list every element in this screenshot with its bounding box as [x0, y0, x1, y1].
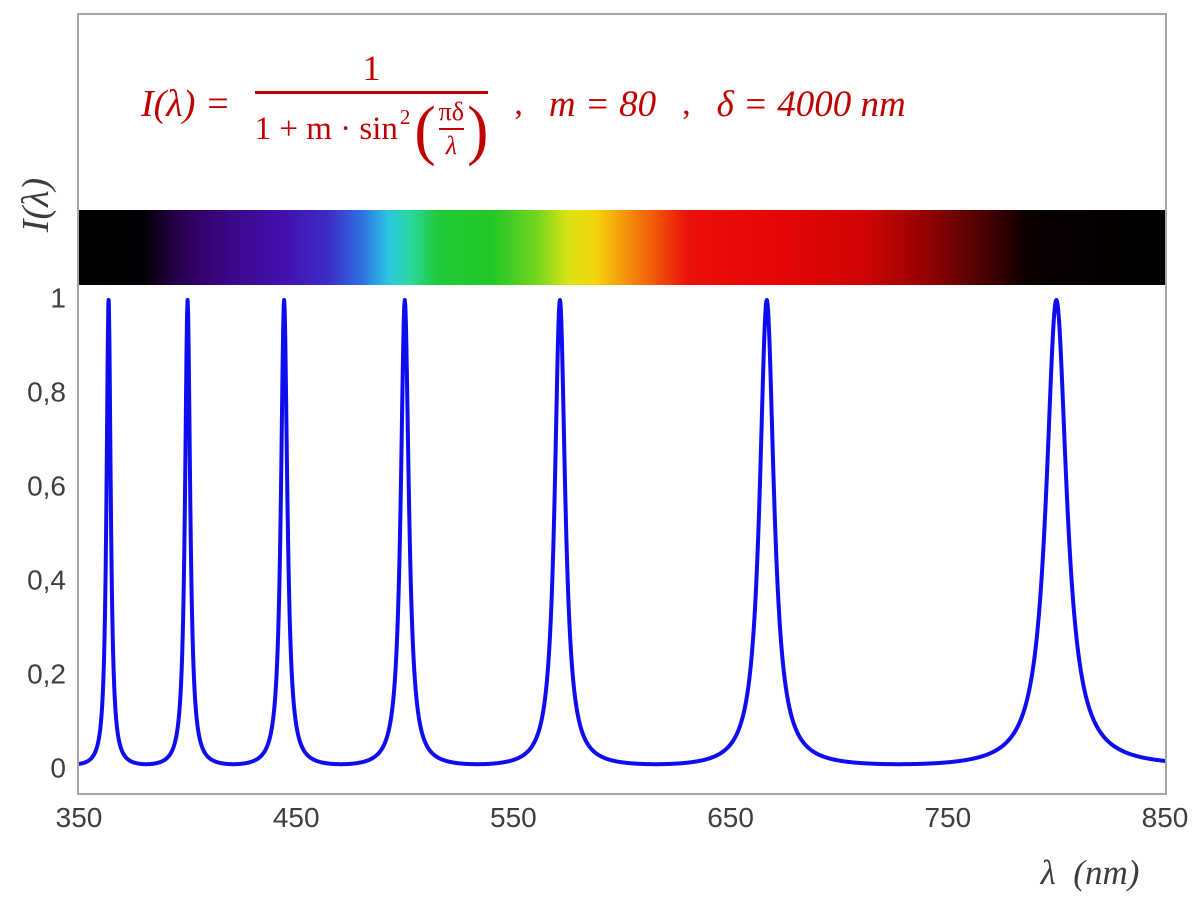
y-tick-label: 0,4: [27, 564, 66, 596]
x-tick-label: 650: [707, 802, 754, 833]
x-tick-label: 850: [1141, 802, 1189, 833]
formula-fraction: 1 1 + m · sin 2 ( πδ λ ): [254, 47, 489, 167]
formula-comma-2: ,: [682, 85, 691, 122]
formula-lhs: I(λ) =: [141, 83, 231, 125]
fraction-bar: [254, 91, 489, 95]
inner-denominator: λ: [445, 130, 457, 160]
x-tick-label: 450: [272, 802, 320, 833]
x-axis-ticks: 350 450 550 650 750 850: [0, 802, 1200, 838]
formula-comma-1: ,: [514, 85, 523, 122]
y-tick-label: 0,6: [27, 470, 66, 502]
sin-exponent: 2: [399, 104, 411, 129]
formula-numerator: 1: [362, 47, 381, 88]
close-paren: ): [467, 91, 489, 167]
inner-fraction-bar: [438, 127, 465, 130]
x-tick-label: 550: [490, 802, 537, 833]
parameter-m: m = 80: [548, 83, 657, 125]
y-tick-label: 0,2: [27, 658, 66, 690]
parameter-delta: δ = 4000 nm: [716, 83, 906, 125]
y-tick-label: 0,8: [27, 376, 66, 408]
x-axis-label: λ (nm): [1040, 853, 1140, 892]
y-tick-label: 1: [50, 282, 66, 314]
y-axis-label: I(λ): [15, 177, 57, 233]
inner-numerator: πδ: [438, 97, 465, 127]
spectrum-bar: [79, 210, 1165, 285]
intensity-plot: [79, 298, 1165, 767]
formula-denominator: 1 + m · sin 2 ( πδ λ ): [254, 91, 489, 167]
open-paren: (: [414, 91, 436, 167]
y-axis-ticks: 0 0,2 0,4 0,6 0,8 1: [0, 0, 66, 924]
formula: I(λ) = 1 1 + m · sin 2 ( πδ λ ) , m = 80 …: [141, 29, 906, 179]
inner-fraction: πδ λ: [438, 97, 465, 160]
y-tick-label: 0: [50, 752, 66, 784]
intensity-curve: [79, 298, 1165, 767]
x-tick-label: 350: [55, 802, 103, 833]
x-tick-label: 750: [924, 802, 972, 833]
denominator-text: 1 + m · sin: [254, 111, 398, 148]
plot-frame: I(λ) = 1 1 + m · sin 2 ( πδ λ ) , m = 80 …: [77, 13, 1167, 795]
